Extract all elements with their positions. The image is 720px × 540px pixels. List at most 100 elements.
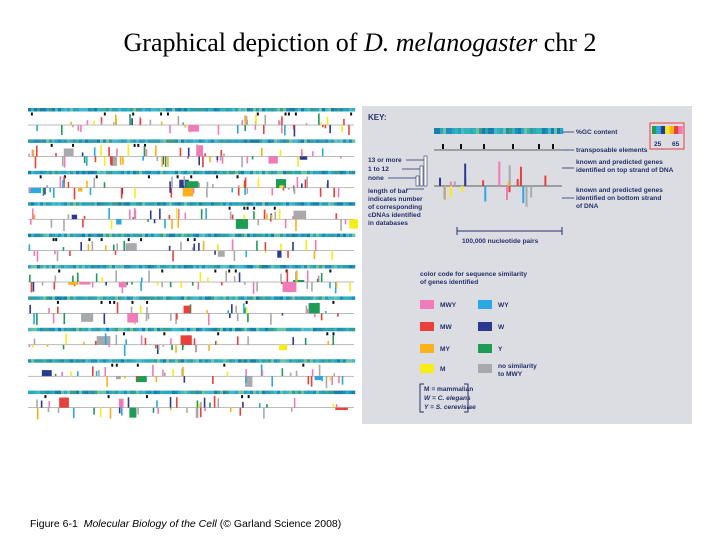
transposable-mark <box>100 238 103 242</box>
abbrev-bracket-left <box>419 383 424 413</box>
gc-content-band <box>434 126 683 134</box>
gene-bar <box>129 407 137 418</box>
gene-bar <box>327 180 329 188</box>
gc-segment <box>67 139 71 143</box>
gene-bar <box>183 176 186 188</box>
gc-segment <box>352 296 356 300</box>
gc-segment <box>491 128 495 134</box>
gc-segment <box>226 390 230 395</box>
gc-segment <box>79 108 83 112</box>
chromosome-row <box>28 359 356 389</box>
gc-segment <box>88 390 92 395</box>
gc-segment <box>193 233 197 238</box>
gene-bar <box>243 303 245 314</box>
transposable-mark <box>186 238 189 242</box>
gc-segment <box>178 265 182 269</box>
gene-bar <box>126 282 129 286</box>
gc-segment <box>103 170 107 175</box>
gc-segment <box>103 202 107 206</box>
gc-segment <box>115 359 119 363</box>
gene-bar <box>337 187 340 198</box>
gc-segment <box>256 327 260 332</box>
similarity-title-line2: of genes identified <box>420 279 478 286</box>
gc-segment <box>88 108 92 112</box>
gene-bar <box>264 250 267 254</box>
transposable-mark <box>287 112 290 116</box>
gc-segment <box>283 359 287 363</box>
swatch-none <box>478 364 492 373</box>
gc-segment <box>458 128 462 134</box>
gene-bar <box>331 250 334 260</box>
gc-segment <box>226 170 230 175</box>
gene-bar <box>35 145 38 157</box>
gc-segment <box>169 327 173 332</box>
gc-segment <box>343 327 347 332</box>
gc-segment <box>31 108 35 112</box>
gene-bar <box>170 187 173 198</box>
gene-bar <box>231 187 234 193</box>
gc-segment <box>82 202 86 206</box>
gc-segment <box>271 202 275 206</box>
gene-bar <box>244 177 247 188</box>
swatch-my-label: MY <box>440 346 450 353</box>
transposable-mark <box>122 332 125 336</box>
gc-segment <box>121 265 125 269</box>
gc-segment <box>145 327 149 332</box>
gene-bar <box>157 407 159 414</box>
gene-bar <box>182 185 185 188</box>
gc-segment <box>100 390 104 395</box>
gc-segment <box>316 233 320 238</box>
gene-bar <box>184 212 187 220</box>
gc-segment <box>172 265 176 269</box>
gc-segment <box>232 265 236 269</box>
gene-bar <box>127 397 130 408</box>
gc-segment <box>274 265 278 269</box>
gene-bars <box>36 395 348 420</box>
gene-bar <box>281 313 284 316</box>
gc-segment <box>304 359 308 363</box>
gc-segment <box>217 233 221 238</box>
gc-segment <box>181 390 185 395</box>
gc-segment <box>142 390 146 395</box>
transposable-mark <box>111 363 114 367</box>
gc-segment <box>154 170 158 175</box>
gc-segment <box>280 296 284 300</box>
gc-segment <box>289 108 293 112</box>
gc-segment <box>70 359 74 363</box>
gene-bar <box>256 240 258 251</box>
transposable-mark <box>350 112 353 116</box>
gene-bar <box>82 341 85 345</box>
gc-segment <box>328 390 332 395</box>
transposable-mark <box>512 144 514 149</box>
abbrev-bracket-right <box>464 383 469 413</box>
transposable-mark <box>193 238 196 242</box>
gc-segment <box>190 170 194 175</box>
gene-bar <box>94 156 97 163</box>
transposable-mark <box>56 300 59 304</box>
transposable-mark <box>217 332 220 336</box>
gene-bar <box>178 208 180 220</box>
gc-segment <box>58 202 62 206</box>
gene-bar <box>125 243 137 251</box>
gc-segment <box>310 170 314 175</box>
gene-bar <box>311 369 314 377</box>
gc-segment <box>52 265 56 269</box>
gc-segment <box>82 139 86 143</box>
gene-bar <box>269 219 272 222</box>
gc-segment <box>121 327 125 332</box>
gc-segment <box>295 265 299 269</box>
gc-segment <box>322 139 326 143</box>
gene-bar <box>147 313 150 320</box>
gc-segment <box>82 390 86 395</box>
gene-bar <box>86 120 89 125</box>
gene-bar <box>63 156 66 168</box>
gc-segment <box>82 265 86 269</box>
gene-bar <box>312 151 314 157</box>
gene-bar <box>185 181 199 188</box>
gene-bars <box>36 113 350 137</box>
transposable-mark <box>483 144 485 149</box>
gene-bar <box>186 407 188 413</box>
gc-segment <box>539 128 543 134</box>
gc-segment <box>43 296 47 300</box>
gc-segment <box>142 233 146 238</box>
